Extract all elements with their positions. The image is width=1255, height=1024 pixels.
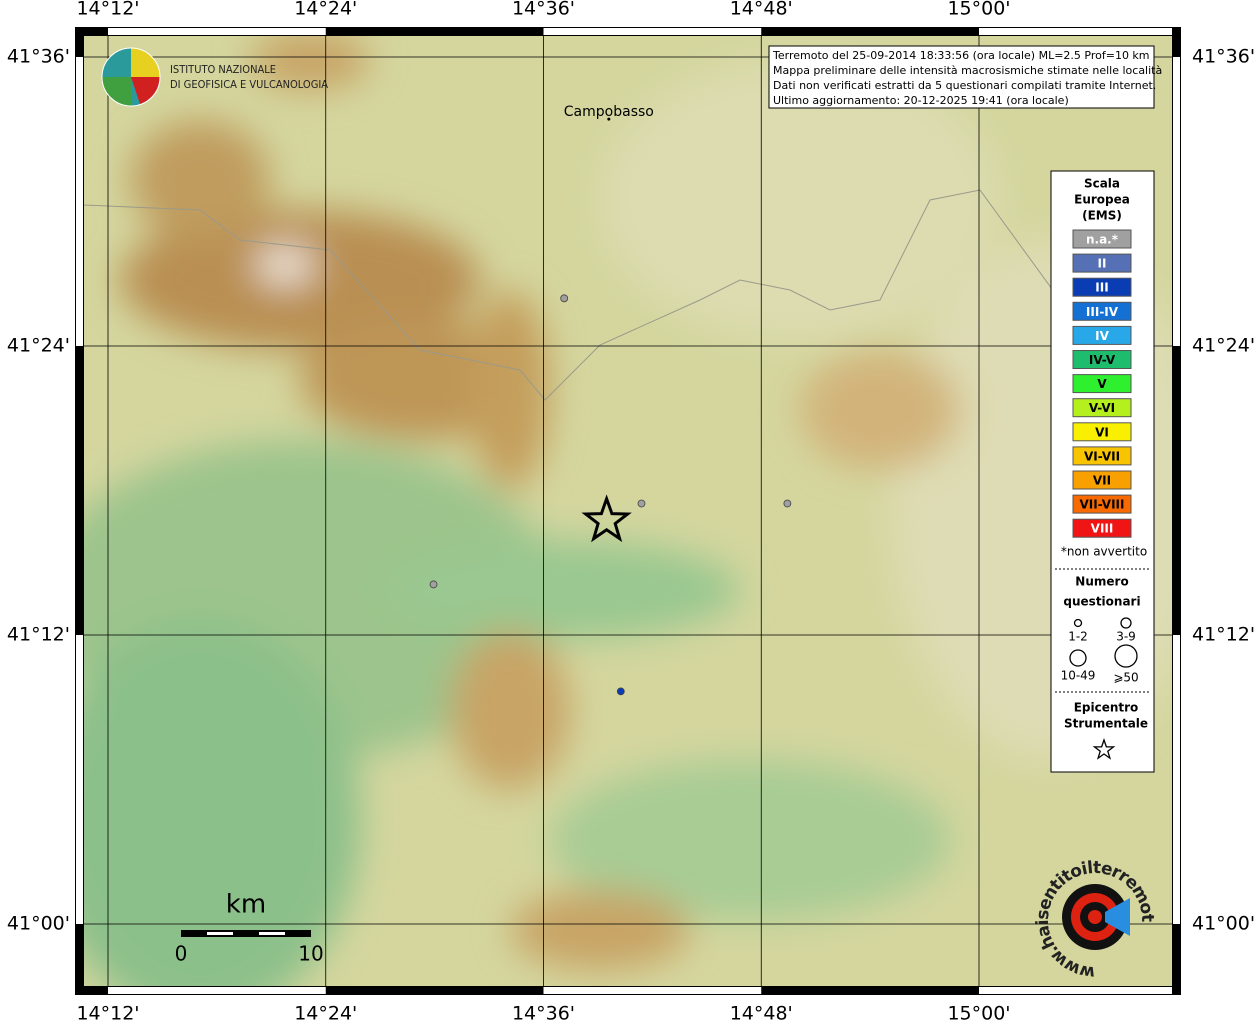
info-line: Terremoto del 25-09-2014 18:33:56 (ora l… [772,49,1150,62]
legend-size [1114,644,1138,668]
lon-tick-label: 14°12' [76,1003,139,1024]
questionnaire-point [560,294,569,303]
epicenter [581,494,632,543]
questionnaire-point [429,580,438,589]
scale-unit: km [226,890,266,920]
frame-segment [1173,57,1180,346]
frame-segment [108,28,326,35]
institute-logo: ISTITUTO NAZIONALE DI GEOFISICA E VULCAN… [101,47,328,107]
info-line: Mappa preliminare delle intensità macros… [773,64,1162,77]
legend-size-label: 1-2 [1068,630,1088,644]
legend-swatch [1072,350,1132,369]
legend-size-label: ⩾50 [1113,671,1138,685]
legend-count-title: Numero [1075,575,1128,589]
frame-segment [543,28,762,35]
frame-segment [979,28,1172,35]
legend-size [1073,618,1083,628]
legend-epicenter-title: Epicentro [1074,701,1139,715]
legend-label: IV-V [1089,353,1116,367]
lon-tick-label: 14°12' [76,0,139,20]
legend-swatch [1072,253,1132,273]
legend-label: II [1098,257,1107,271]
legend-swatch [1072,446,1132,466]
scale-label: 0 [175,942,188,966]
scale-label: 10 [298,942,323,966]
legend-label: VI [1095,425,1109,439]
logo-line: DI GEOFISICA E VULCANOLOGIA [170,78,328,91]
legend-size [1120,617,1132,629]
lon-tick-label: 14°36' [512,1003,575,1024]
legend-label: III-IV [1086,305,1119,319]
legend-label: n.a.* [1086,233,1119,247]
legend-size-label: 3-9 [1116,630,1136,644]
legend-swatch [1072,422,1132,442]
info-line: Ultimo aggiornamento: 20-12-2025 19:41 (… [773,94,1069,107]
legend-swatch [1072,301,1132,321]
frame-segment [543,987,762,994]
legend-swatch [1072,374,1132,394]
lon-tick-label: 14°24' [294,1003,357,1024]
lon-tick-label: 15°00' [947,1003,1010,1024]
legend-label: VII [1093,474,1111,488]
lat-tick-label: 41°24' [1192,335,1255,357]
scale-bar: km 0 10 [175,890,324,966]
lat-tick-label: 41°24' [7,335,70,357]
city-marker [607,117,611,121]
terrain [84,36,1172,986]
logo-line: ISTITUTO NAZIONALE [170,63,276,76]
frame-segment [76,635,83,924]
lat-tick-label: 41°00' [7,913,70,935]
frame-segment [76,57,83,346]
legend-swatch [1072,229,1132,249]
frame-segment [108,987,326,994]
legend-swatch [1072,277,1132,297]
info-line: Dati non verificati estratti da 5 questi… [773,79,1156,92]
questionnaire-point [783,499,792,508]
questionnaire-point [616,687,625,696]
legend: ScalaEuropea(EMS)n.a.*IIIIIIII-IVIVIV-VV… [1050,170,1155,773]
legend-count-title: questionari [1063,595,1140,609]
legend-swatch [1072,494,1132,514]
legend-swatch [1072,325,1132,345]
legend-title: Europea [1074,193,1130,207]
legend-label: VII-VIII [1079,498,1124,512]
lon-tick-label: 14°24' [294,0,357,20]
lon-tick-label: 14°48' [730,0,793,20]
lon-tick-label: 14°48' [730,1003,793,1024]
legend-size-label: 10-49 [1061,669,1096,683]
frame-segment [1173,635,1180,924]
legend-note: *non avvertito [1061,545,1147,559]
questionnaire-point [637,499,646,508]
lat-tick-label: 41°36' [1192,46,1255,68]
legend-title: (EMS) [1082,209,1122,223]
legend-title: Scala [1084,177,1120,191]
city-label: Campobasso [564,104,654,120]
grid [84,36,1172,986]
legend-star [1092,738,1116,760]
lon-tick-label: 14°36' [512,0,575,20]
frame-segment [979,987,1172,994]
lat-tick-label: 41°12' [1192,624,1255,646]
region-boundary [84,189,1101,401]
legend-epicenter-title: Strumentale [1064,717,1148,731]
lat-tick-label: 41°00' [1192,913,1255,935]
legend-label: IV [1095,329,1109,343]
info-box: Terremoto del 25-09-2014 18:33:56 (ora l… [768,45,1162,109]
legend-label: VI-VII [1084,449,1120,463]
lon-tick-label: 15°00' [947,0,1010,20]
legend-label: V [1097,377,1107,391]
legend-swatch [1072,398,1132,418]
legend-label: V-VI [1089,401,1115,415]
legend-label: VIII [1091,522,1114,536]
legend-size [1069,649,1087,667]
legend-label: III [1095,281,1108,295]
lat-tick-label: 41°36' [7,46,70,68]
legend-swatch [1072,470,1132,490]
legend-swatch [1072,518,1132,538]
lat-tick-label: 41°12' [7,624,70,646]
